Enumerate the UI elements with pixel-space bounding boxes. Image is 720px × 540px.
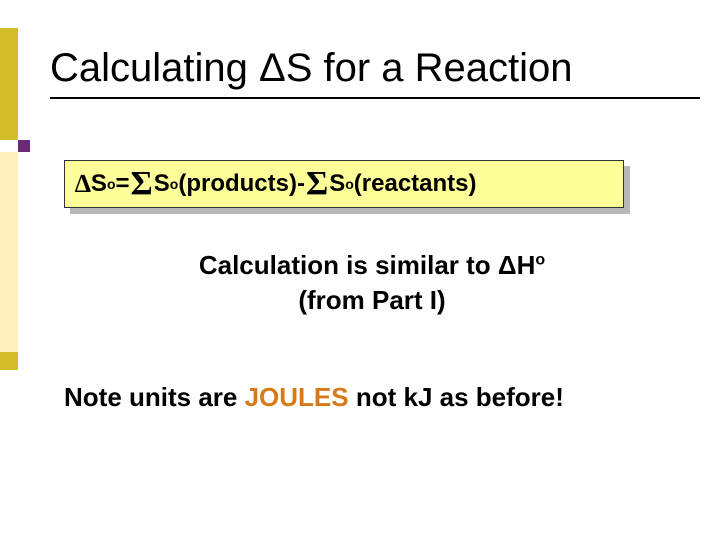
slide-title: Calculating ΔS for a Reaction xyxy=(50,46,700,99)
accent-bar-gold-band xyxy=(0,352,18,370)
note-text: Note units are JOULES not kJ as before! xyxy=(98,380,680,415)
formula-term2-pre: S xyxy=(329,170,345,198)
formula-term2-sup: o xyxy=(345,176,354,192)
calc-deltaH: ΔH xyxy=(498,250,535,280)
formula-term1-sup: o xyxy=(170,176,179,192)
formula-term1-pre: S xyxy=(154,170,170,198)
calc-line2: (from Part I) xyxy=(298,285,445,315)
accent-square-purple xyxy=(18,140,30,152)
sigma-icon: Σ xyxy=(305,165,329,203)
accent-bar-gold-top xyxy=(0,28,18,140)
formula-term2-post: (reactants) xyxy=(354,170,477,198)
formula-delta: ∆ xyxy=(75,169,91,199)
calc-line1-pre: Calculation is similar to xyxy=(199,250,498,280)
sigma-icon: Σ xyxy=(130,165,154,203)
formula-lhs-sup: o xyxy=(107,176,116,192)
formula-container: ∆So = Σ So (products) - Σ So (reactants) xyxy=(64,160,624,208)
note-post: not kJ as before! xyxy=(349,382,564,412)
note-pre: Note units are xyxy=(64,382,245,412)
calc-deltaH-sup: o xyxy=(535,251,545,268)
formula-box: ∆So = Σ So (products) - Σ So (reactants) xyxy=(64,160,624,208)
accent-gap xyxy=(0,140,18,152)
formula-equals: = xyxy=(116,170,130,198)
formula-minus: - xyxy=(297,170,305,198)
formula-lhs-base: S xyxy=(91,170,107,198)
accent-bar-light xyxy=(0,152,18,352)
formula-term1-post: (products) xyxy=(178,170,297,198)
note-highlight: JOULES xyxy=(245,382,349,412)
calc-similar-text: Calculation is similar to ΔHo (from Part… xyxy=(64,248,680,318)
